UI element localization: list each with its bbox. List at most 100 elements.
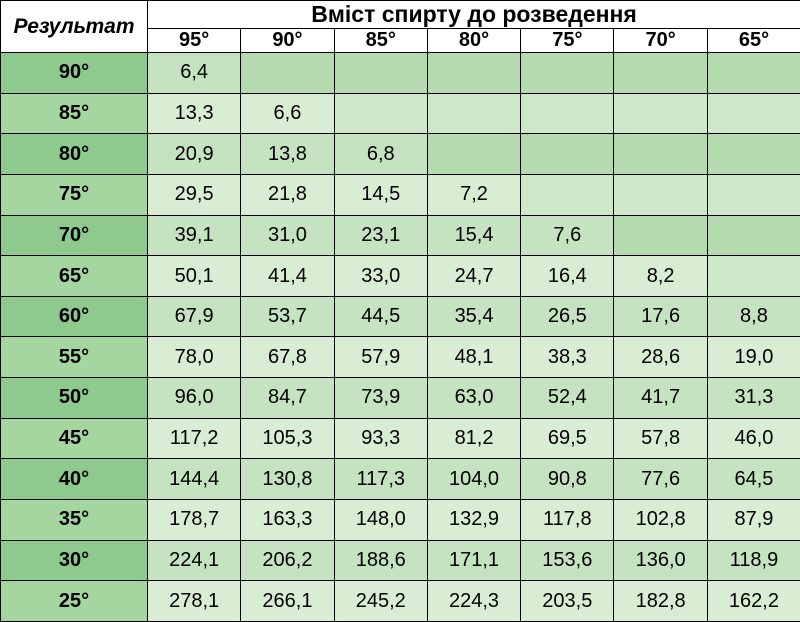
table-row: 80°20,913,86,8 <box>1 134 800 175</box>
table-cell: 266,1 <box>241 581 334 622</box>
table-cell: 13,8 <box>241 134 334 175</box>
row-header: 50° <box>1 378 148 419</box>
table-cell: 81,2 <box>427 418 520 459</box>
table-cell: 162,2 <box>707 581 800 622</box>
header-row-1: Результат Вміст спирту до розведення <box>1 1 800 29</box>
row-header: 35° <box>1 500 148 541</box>
table-cell: 14,5 <box>334 174 427 215</box>
table-cell: 171,1 <box>427 540 520 581</box>
table-cell <box>427 93 520 134</box>
table-cell: 46,0 <box>707 418 800 459</box>
col-header: 75° <box>521 29 614 53</box>
table-cell: 6,6 <box>241 93 334 134</box>
table-cell: 28,6 <box>614 337 707 378</box>
row-header: 40° <box>1 459 148 500</box>
table-cell: 33,0 <box>334 256 427 297</box>
table-cell: 136,0 <box>614 540 707 581</box>
row-header: 70° <box>1 215 148 256</box>
row-header: 80° <box>1 134 148 175</box>
table-cell: 24,7 <box>427 256 520 297</box>
table-cell: 132,9 <box>427 500 520 541</box>
table-cell <box>427 134 520 175</box>
table-cell <box>521 53 614 94</box>
table-cell <box>241 53 334 94</box>
table-cell: 245,2 <box>334 581 427 622</box>
table-cell: 67,8 <box>241 337 334 378</box>
table-cell: 13,3 <box>148 93 241 134</box>
table-cell: 57,9 <box>334 337 427 378</box>
col-header: 95° <box>148 29 241 53</box>
table-cell <box>614 134 707 175</box>
table-cell: 73,9 <box>334 378 427 419</box>
table-cell: 8,8 <box>707 296 800 337</box>
table-cell <box>707 134 800 175</box>
top-header: Вміст спирту до розведення <box>148 1 800 29</box>
table-cell: 16,4 <box>521 256 614 297</box>
table-cell: 78,0 <box>148 337 241 378</box>
table-cell: 57,8 <box>614 418 707 459</box>
table-row: 40°144,4130,8117,3104,090,877,664,5 <box>1 459 800 500</box>
table-cell: 153,6 <box>521 540 614 581</box>
table-cell <box>521 93 614 134</box>
table-cell: 144,4 <box>148 459 241 500</box>
row-header: 30° <box>1 540 148 581</box>
table-cell <box>707 53 800 94</box>
table-cell <box>707 93 800 134</box>
table-cell: 41,7 <box>614 378 707 419</box>
table-cell: 117,8 <box>521 500 614 541</box>
table-row: 60°67,953,744,535,426,517,68,8 <box>1 296 800 337</box>
table-cell: 44,5 <box>334 296 427 337</box>
table-cell: 163,3 <box>241 500 334 541</box>
col-header: 65° <box>707 29 800 53</box>
table-cell: 87,9 <box>707 500 800 541</box>
table-cell: 21,8 <box>241 174 334 215</box>
table-cell: 104,0 <box>427 459 520 500</box>
table-cell: 20,9 <box>148 134 241 175</box>
table-cell: 31,0 <box>241 215 334 256</box>
table-cell: 7,6 <box>521 215 614 256</box>
table-row: 85°13,36,6 <box>1 93 800 134</box>
table-cell: 39,1 <box>148 215 241 256</box>
table-cell: 96,0 <box>148 378 241 419</box>
table-cell: 278,1 <box>148 581 241 622</box>
row-header: 90° <box>1 53 148 94</box>
table-cell <box>334 93 427 134</box>
table-cell: 105,3 <box>241 418 334 459</box>
table-row: 55°78,067,857,948,138,328,619,0 <box>1 337 800 378</box>
table-cell: 23,1 <box>334 215 427 256</box>
table-row: 70°39,131,023,115,47,6 <box>1 215 800 256</box>
table-cell: 178,7 <box>148 500 241 541</box>
table-cell: 29,5 <box>148 174 241 215</box>
table-cell: 102,8 <box>614 500 707 541</box>
table-cell: 224,1 <box>148 540 241 581</box>
table-cell <box>614 174 707 215</box>
table-cell: 50,1 <box>148 256 241 297</box>
table-row: 45°117,2105,393,381,269,557,846,0 <box>1 418 800 459</box>
row-header: 55° <box>1 337 148 378</box>
table-cell <box>427 53 520 94</box>
table-row: 25°278,1266,1245,2224,3203,5182,8162,2 <box>1 581 800 622</box>
table-cell <box>614 215 707 256</box>
table-row: 35°178,7163,3148,0132,9117,8102,887,9 <box>1 500 800 541</box>
table-cell: 48,1 <box>427 337 520 378</box>
table-cell: 26,5 <box>521 296 614 337</box>
col-header: 70° <box>614 29 707 53</box>
corner-header: Результат <box>1 1 148 53</box>
table-cell: 15,4 <box>427 215 520 256</box>
row-header: 60° <box>1 296 148 337</box>
table-cell: 117,2 <box>148 418 241 459</box>
table-cell <box>707 174 800 215</box>
table-cell: 6,8 <box>334 134 427 175</box>
table-cell: 93,3 <box>334 418 427 459</box>
dilution-table: Результат Вміст спирту до розведення 95°… <box>0 0 800 622</box>
table-cell <box>707 215 800 256</box>
table-cell: 188,6 <box>334 540 427 581</box>
table-cell: 35,4 <box>427 296 520 337</box>
table-cell <box>334 53 427 94</box>
table-cell <box>521 174 614 215</box>
table-cell: 77,6 <box>614 459 707 500</box>
table-cell: 130,8 <box>241 459 334 500</box>
col-header: 80° <box>427 29 520 53</box>
col-header: 90° <box>241 29 334 53</box>
table-cell: 8,2 <box>614 256 707 297</box>
